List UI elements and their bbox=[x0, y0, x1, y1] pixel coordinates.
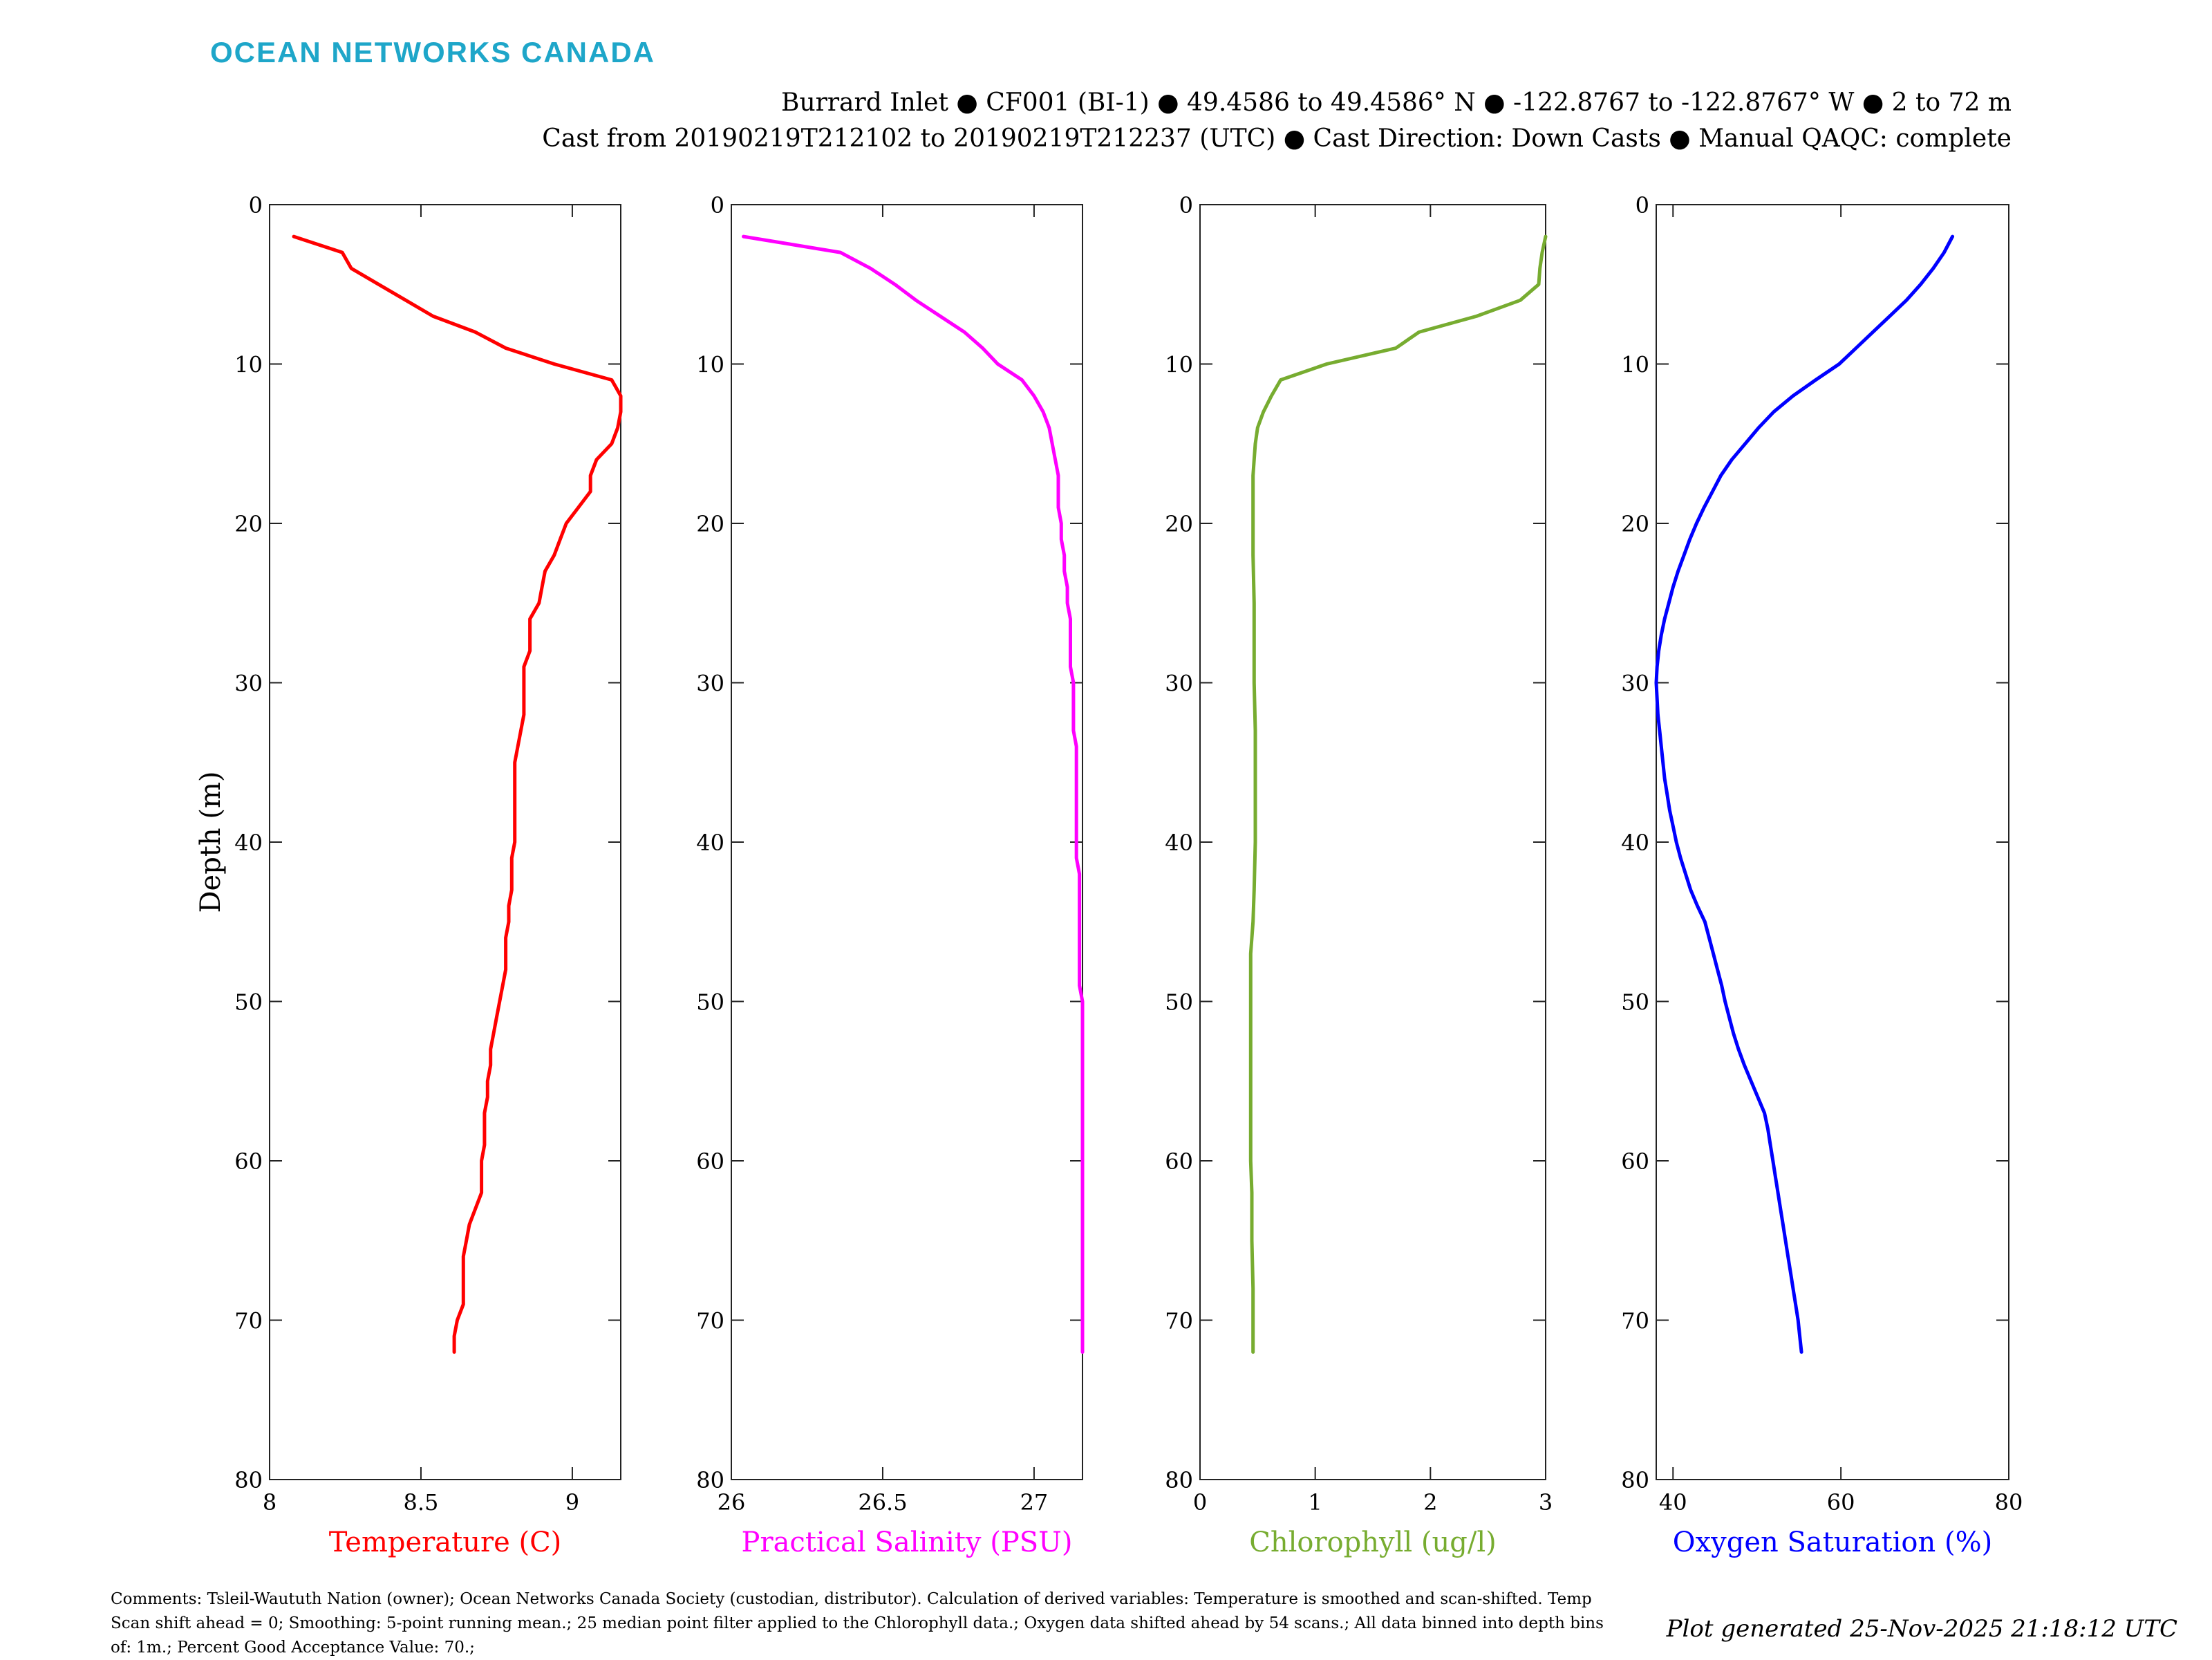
y-tick-label: 20 bbox=[696, 511, 724, 537]
y-tick-label: 80 bbox=[234, 1467, 263, 1493]
y-tick-label: 70 bbox=[1165, 1308, 1193, 1334]
x-tick-label: 80 bbox=[1995, 1489, 2023, 1516]
x-tick-label: 60 bbox=[1827, 1489, 1855, 1516]
plot-comments: Comments: Tsleil-Waututh Nation (owner);… bbox=[111, 1590, 1604, 1657]
y-tick-label: 40 bbox=[1621, 830, 1649, 856]
y-tick-label: 20 bbox=[1165, 511, 1193, 537]
y-tick-label: 0 bbox=[1179, 192, 1193, 218]
onc-logo: OCEAN NETWORKS CANADA bbox=[210, 36, 655, 68]
plot-header-location: Burrard Inlet ● CF001 (BI-1) ● 49.4586 t… bbox=[781, 88, 2012, 117]
x-tick-label: 8.5 bbox=[404, 1489, 439, 1516]
y-tick-label: 0 bbox=[249, 192, 263, 218]
x-tick-label: 9 bbox=[565, 1489, 579, 1516]
x-tick-label: 1 bbox=[1308, 1489, 1322, 1516]
x-tick-label: 8 bbox=[263, 1489, 276, 1516]
y-tick-label: 10 bbox=[1621, 352, 1649, 378]
y-tick-label: 20 bbox=[1621, 511, 1649, 537]
y-tick-label: 40 bbox=[1165, 830, 1193, 856]
y-tick-label: 40 bbox=[234, 830, 263, 856]
y-tick-label: 30 bbox=[1621, 671, 1649, 697]
y-tick-label: 80 bbox=[1621, 1467, 1649, 1493]
profile-line-2 bbox=[742, 234, 1085, 1354]
y-tick-label: 70 bbox=[1621, 1308, 1649, 1334]
x-tick-label: 3 bbox=[1539, 1489, 1553, 1516]
x-axis-label-2: Practical Salinity (PSU) bbox=[742, 1527, 1073, 1558]
y-tick-label: 50 bbox=[234, 989, 263, 1016]
y-tick-label: 40 bbox=[696, 830, 724, 856]
y-tick-label: 30 bbox=[234, 671, 263, 697]
y-tick-label: 70 bbox=[234, 1308, 263, 1334]
profile-line-4 bbox=[1654, 234, 1955, 1354]
y-tick-label: 50 bbox=[696, 989, 724, 1016]
y-tick-label: 20 bbox=[234, 511, 263, 537]
x-tick-label: 26 bbox=[718, 1489, 746, 1516]
axes-frame-1 bbox=[269, 204, 621, 1480]
y-tick-label: 60 bbox=[1165, 1148, 1193, 1175]
x-tick-label: 2 bbox=[1423, 1489, 1437, 1516]
profile-line-3 bbox=[1248, 234, 1548, 1354]
x-tick-label: 0 bbox=[1193, 1489, 1207, 1516]
y-tick-label: 0 bbox=[711, 192, 724, 218]
y-tick-label: 10 bbox=[696, 352, 724, 378]
y-tick-label: 10 bbox=[234, 352, 263, 378]
x-axis-label-3: Chlorophyll (ug/l) bbox=[1249, 1527, 1497, 1558]
y-tick-label: 30 bbox=[1165, 671, 1193, 697]
y-tick-label: 80 bbox=[1165, 1467, 1193, 1493]
x-axis-label-4: Oxygen Saturation (%) bbox=[1673, 1527, 1992, 1558]
y-tick-label: 60 bbox=[696, 1148, 724, 1175]
x-tick-label: 40 bbox=[1659, 1489, 1687, 1516]
y-tick-label: 50 bbox=[1621, 989, 1649, 1016]
x-tick-label: 27 bbox=[1020, 1489, 1049, 1516]
plot-header-cast: Cast from 20190219T212102 to 20190219T21… bbox=[542, 124, 2012, 153]
profile-line-1 bbox=[292, 234, 623, 1354]
y-axis-label: Depth (m) bbox=[195, 771, 227, 913]
axes-frame-4 bbox=[1656, 204, 2009, 1480]
axes-frame-2 bbox=[731, 204, 1083, 1480]
x-axis-label-1: Temperature (C) bbox=[329, 1527, 562, 1558]
plot-generated-timestamp: Plot generated 25-Nov-2025 21:18:12 UTC bbox=[1666, 1615, 2177, 1643]
y-tick-label: 70 bbox=[696, 1308, 724, 1334]
y-tick-label: 0 bbox=[1635, 192, 1649, 218]
y-tick-label: 30 bbox=[696, 671, 724, 697]
y-tick-label: 50 bbox=[1165, 989, 1193, 1016]
x-tick-label: 26.5 bbox=[858, 1489, 907, 1516]
y-tick-label: 60 bbox=[234, 1148, 263, 1175]
y-tick-label: 80 bbox=[696, 1467, 724, 1493]
y-tick-label: 10 bbox=[1165, 352, 1193, 378]
y-tick-label: 60 bbox=[1621, 1148, 1649, 1175]
